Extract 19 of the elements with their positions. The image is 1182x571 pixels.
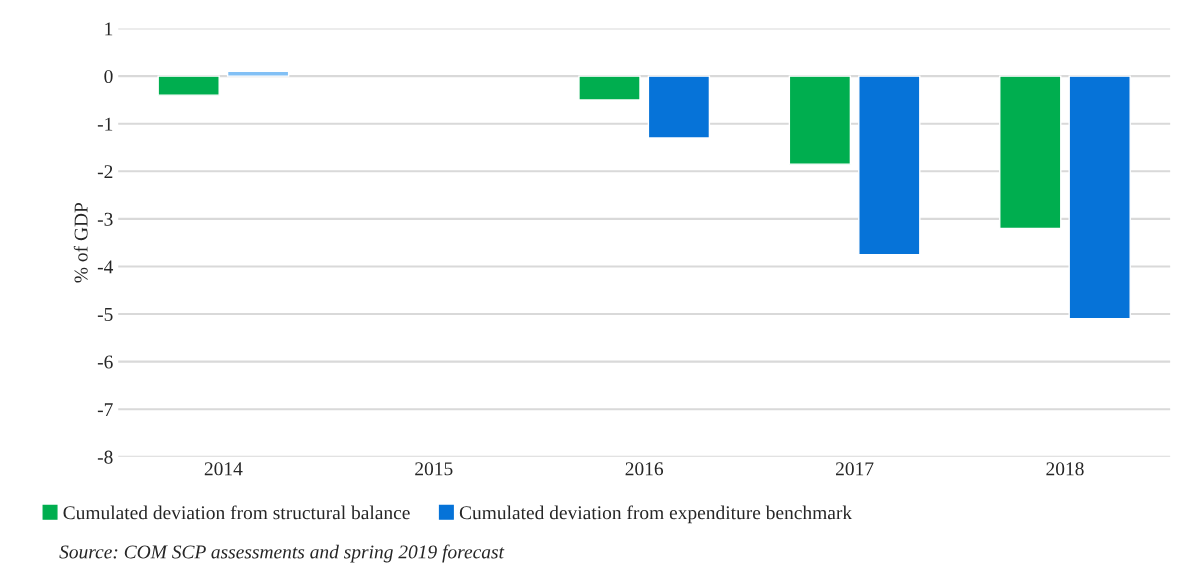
y-tick-label: -2 <box>97 165 113 179</box>
y-tick-label: -6 <box>97 355 113 369</box>
x-tick-label: 2018 <box>1046 462 1084 476</box>
y-tick-label: -7 <box>97 403 113 416</box>
y-tick-label: -5 <box>97 308 113 321</box>
legend-label: Cumulated deviation from expenditure benchmark <box>459 505 853 524</box>
y-tick-label: -3 <box>97 212 113 226</box>
y-tick-label: 1 <box>105 22 113 36</box>
source-note: Source: COM SCP assessments and spring 2019 forecast <box>59 544 505 563</box>
y-tick-label: -1 <box>97 117 113 131</box>
x-tick-label: 2017 <box>836 462 874 476</box>
y-tick-label: -8 <box>97 450 113 464</box>
y-tick-label: -4 <box>97 260 114 274</box>
x-tick-label: 2016 <box>625 462 664 476</box>
x-tick-label: 2015 <box>415 462 453 476</box>
legend-label: Cumulated deviation from structural balance <box>63 505 410 520</box>
y-axis-title: % of GDP <box>73 202 88 283</box>
x-tick-label: 2014 <box>204 462 243 476</box>
y-tick-label: 0 <box>104 69 113 84</box>
